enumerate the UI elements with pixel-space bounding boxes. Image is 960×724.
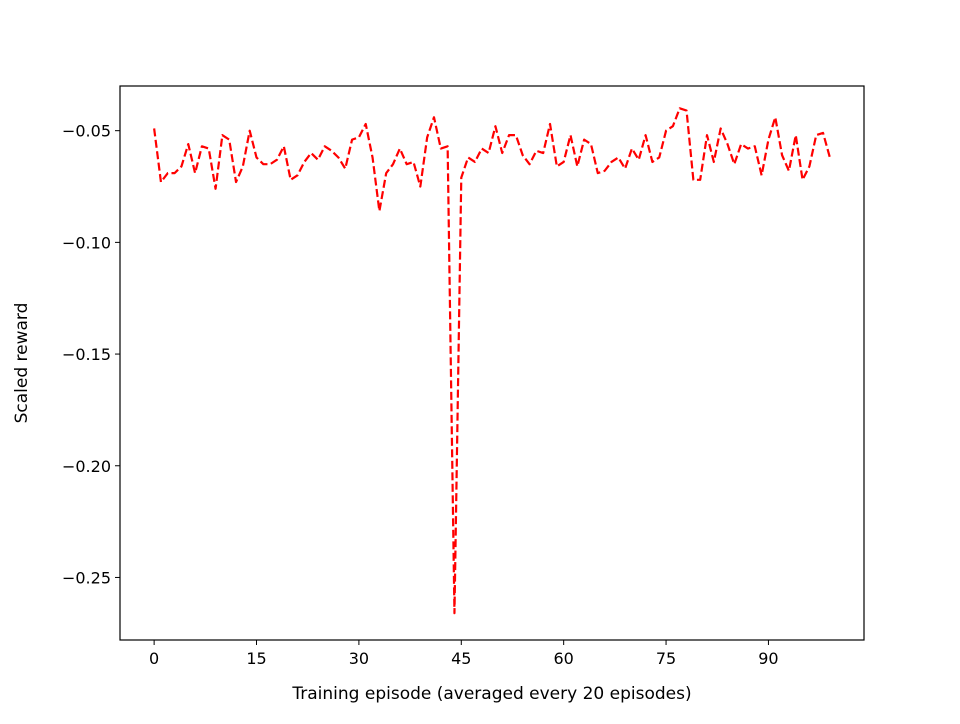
y-tick-label: −0.10	[62, 233, 111, 252]
x-tick-label: 60	[553, 649, 573, 668]
x-axis-label: Training episode (averaged every 20 epis…	[291, 684, 691, 704]
y-tick-label: −0.15	[62, 345, 111, 364]
x-tick-label: 0	[149, 649, 159, 668]
y-axis-ticks: −0.05 −0.10 −0.15 −0.20 −0.25	[62, 122, 120, 587]
x-tick-label: 75	[656, 649, 676, 668]
y-axis-label: Scaled reward	[12, 303, 32, 424]
series-line-0	[153, 107, 831, 615]
plot-area	[153, 107, 831, 615]
axes-frame	[119, 85, 865, 641]
y-tick-label: −0.25	[62, 568, 111, 587]
x-tick-label: 45	[451, 649, 471, 668]
x-tick-label: 30	[349, 649, 369, 668]
y-tick-label: −0.05	[62, 122, 111, 141]
y-tick-label: −0.20	[62, 457, 111, 476]
x-axis-ticks: 0 15 30 45 60 75 90	[149, 640, 779, 668]
x-tick-label: 90	[758, 649, 778, 668]
x-tick-label: 15	[246, 649, 266, 668]
